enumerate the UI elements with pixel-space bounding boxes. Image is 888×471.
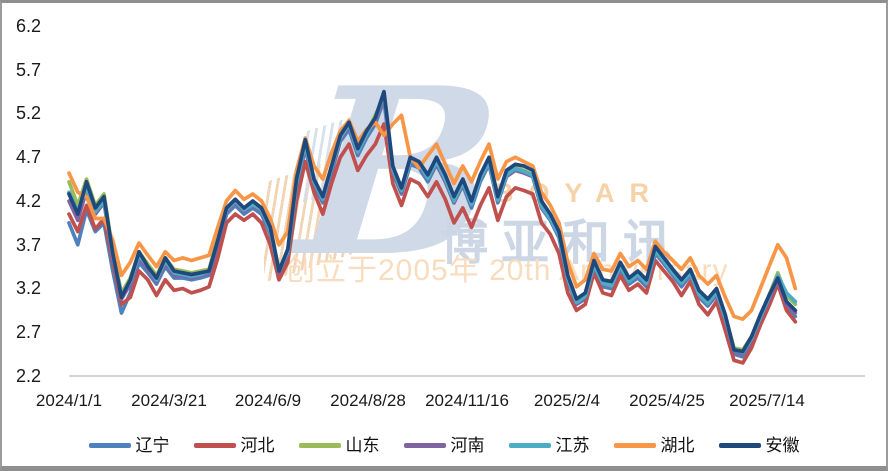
legend-line-swatch [298, 443, 341, 448]
legend-item-jiangsu: 江苏 [508, 436, 590, 455]
y-tick-label: 5.7 [16, 60, 42, 80]
legend-label: 湖北 [660, 436, 695, 455]
y-tick-label: 2.7 [16, 322, 42, 342]
y-tick-label: 4.7 [16, 147, 42, 167]
series-line-hebei [67, 122, 798, 365]
legend-label: 江苏 [555, 436, 590, 455]
y-tick-label: 6.2 [16, 16, 42, 36]
legend-label: 安徽 [765, 436, 800, 455]
x-tick-label: 2024/11/16 [425, 391, 509, 410]
y-tick-label: 2.2 [16, 366, 42, 386]
legend-label: 山东 [345, 436, 380, 455]
series-line-henan [67, 95, 798, 356]
x-tick-label: 2024/6/9 [234, 391, 302, 410]
legend-item-liaoning: 辽宁 [88, 436, 170, 455]
x-tick-label: 2025/7/14 [729, 391, 805, 410]
legend-label: 河南 [450, 436, 485, 455]
legend-label: 河北 [240, 436, 275, 455]
x-tick-label: 2025/4/25 [629, 391, 705, 410]
legend-line-swatch [403, 443, 446, 448]
legend-item-hubei: 湖北 [613, 436, 695, 455]
legend-line-swatch [718, 443, 761, 448]
series-line-liaoning [67, 98, 798, 359]
legend-item-shandong: 山东 [298, 436, 380, 455]
y-tick-label: 5.2 [16, 103, 42, 123]
legend-line-swatch [193, 443, 236, 448]
x-tick-label: 2024/3/21 [131, 391, 207, 410]
legend-label: 辽宁 [135, 436, 170, 455]
x-tick-label: 2024/1/1 [35, 391, 103, 410]
plot-area [67, 89, 865, 377]
legend-item-hebei: 河北 [193, 436, 275, 455]
y-tick-label: 3.2 [16, 278, 42, 298]
chart-legend: 辽宁 河北 山东 河南 江苏 湖北 安徽 [2, 436, 886, 455]
y-tick-label: 3.7 [16, 235, 42, 255]
legend-line-swatch [613, 443, 656, 448]
series-line-hubei [67, 113, 798, 321]
y-tick-label: 4.2 [16, 191, 42, 211]
series-line-shandong [67, 94, 798, 352]
x-tick-label: 2025/2/4 [533, 391, 601, 410]
legend-item-anhui: 安徽 [718, 436, 800, 455]
legend-item-henan: 河南 [403, 436, 485, 455]
legend-line-swatch [88, 443, 131, 448]
x-tick-label: 2024/8/28 [330, 391, 406, 410]
legend-line-swatch [508, 443, 551, 448]
series-line-jiangsu [67, 92, 798, 355]
series-line-anhui [67, 89, 798, 354]
